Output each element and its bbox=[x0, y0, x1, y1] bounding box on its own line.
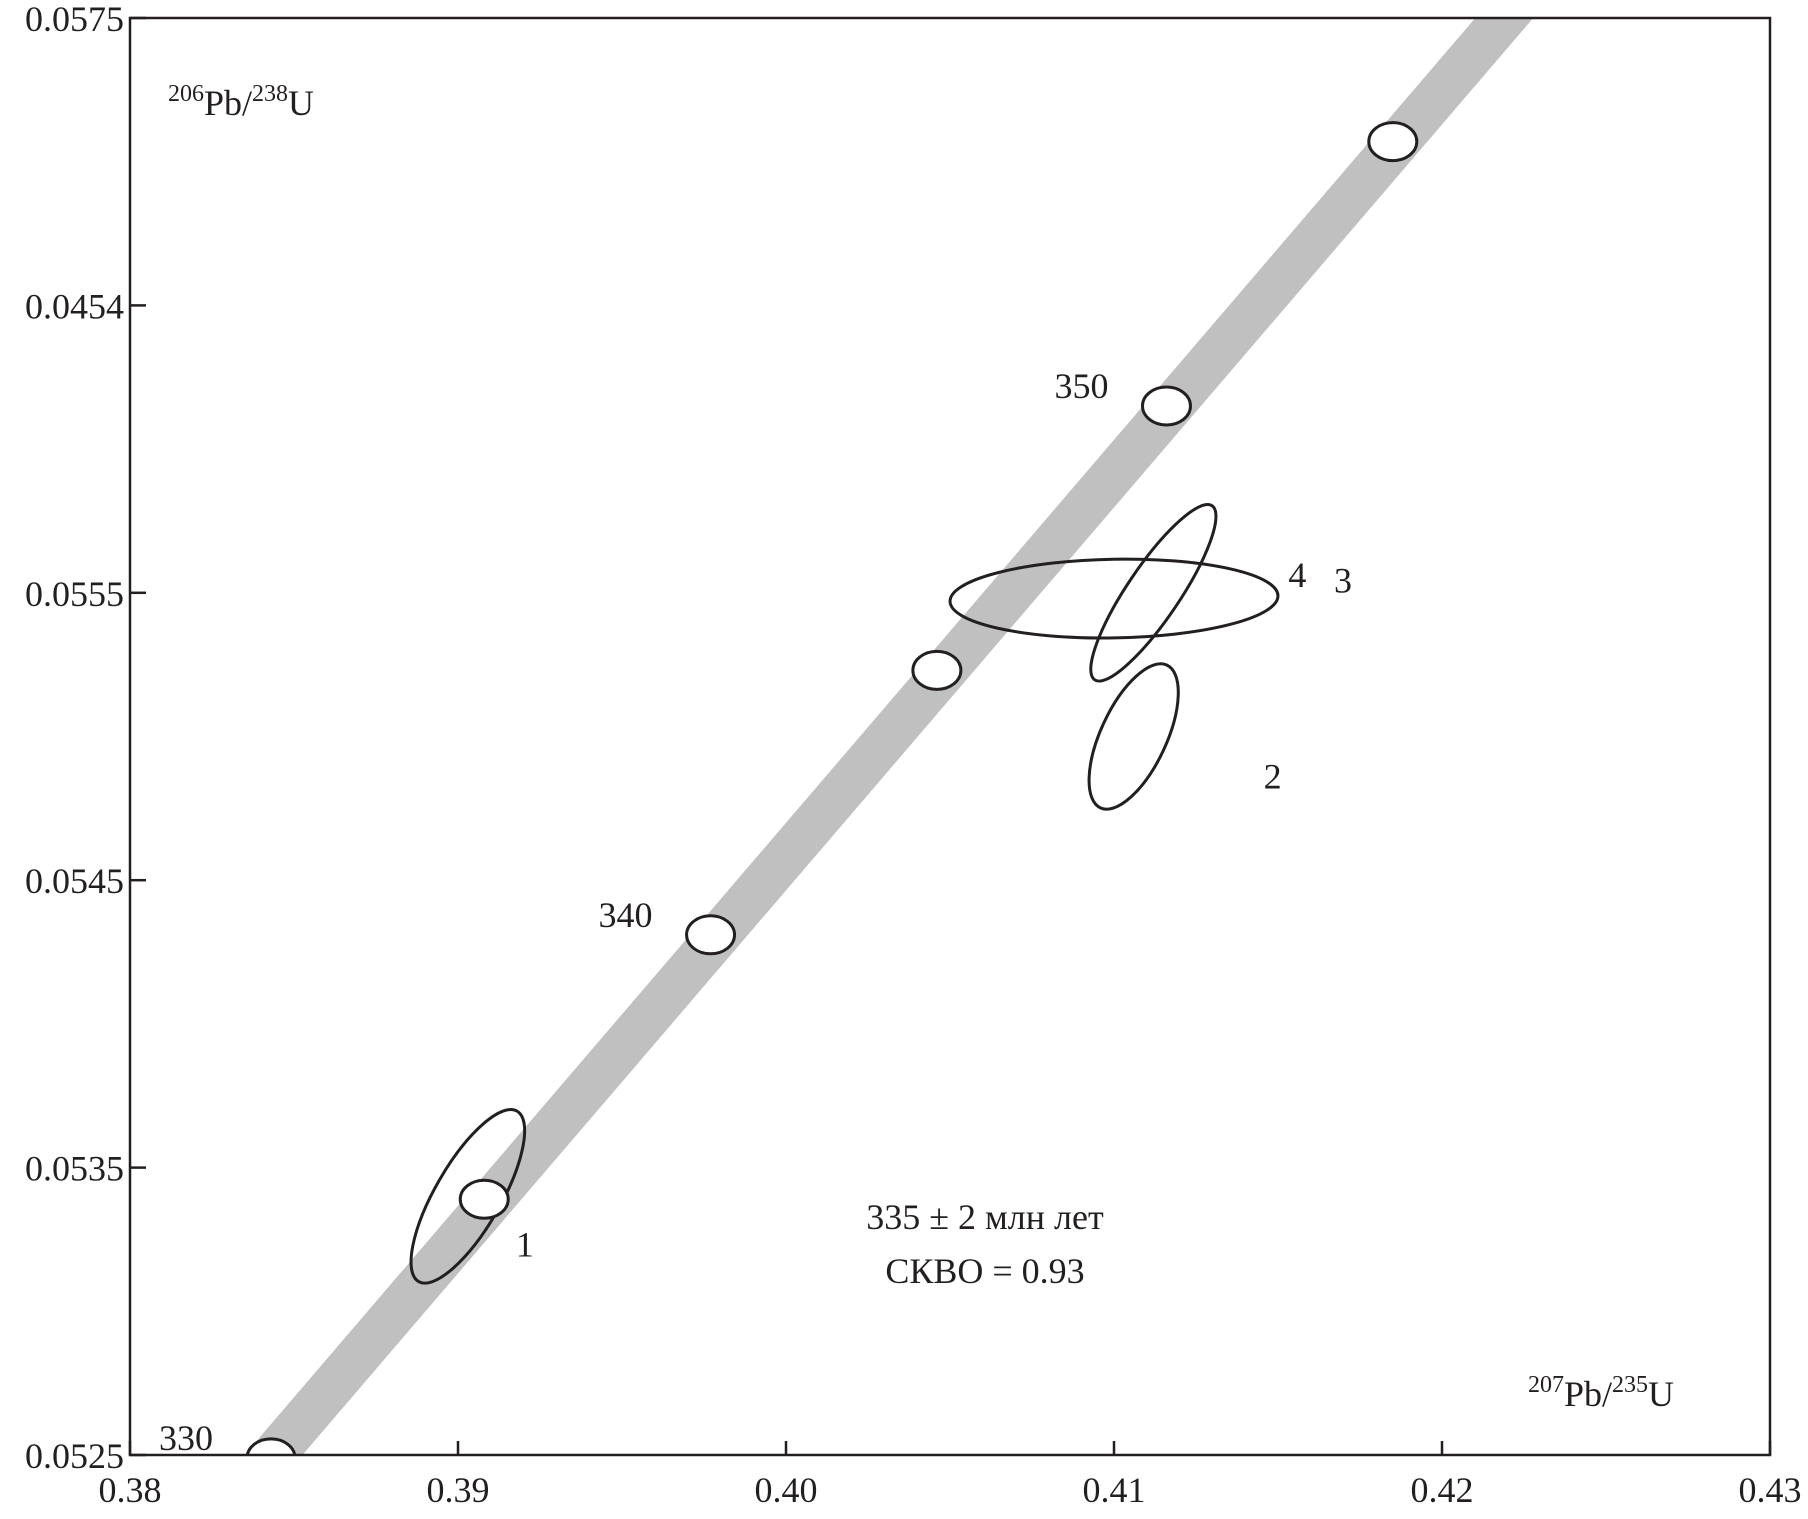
plot-area bbox=[244, 18, 1534, 1455]
x-axis-title: 207Pb/235U bbox=[1528, 1372, 1674, 1414]
y-axis-ticks: 0.0525 0.0535 0.0545 0.0555 0.0454 0.0575 bbox=[25, 0, 146, 1476]
age-label-330: 330 bbox=[159, 1418, 213, 1458]
age-label-350: 350 bbox=[1054, 366, 1108, 406]
x-tick-label: 0.39 bbox=[427, 1470, 490, 1510]
mswd-annotation: СКВО = 0.93 bbox=[885, 1251, 1084, 1291]
error-ellipse-4 bbox=[1089, 503, 1218, 683]
age-marker bbox=[685, 914, 737, 956]
plot-frame bbox=[128, 16, 1772, 1457]
concordia-band bbox=[244, 18, 1534, 1455]
age-marker bbox=[245, 1437, 297, 1455]
error-ellipse-3 bbox=[948, 557, 1280, 640]
age-annotation: 335 ± 2 млн лет bbox=[866, 1197, 1104, 1237]
age-label-340: 340 bbox=[599, 895, 653, 935]
age-marker bbox=[911, 649, 963, 691]
ellipse-label-1: 1 bbox=[516, 1224, 534, 1264]
y-tick-label: 0.0454 bbox=[25, 286, 124, 326]
y-tick-label: 0.0575 bbox=[25, 0, 124, 39]
age-labels: 330340350360 bbox=[159, 366, 1108, 1458]
ellipse-label-3: 3 bbox=[1334, 561, 1352, 601]
x-tick-label: 0.41 bbox=[1083, 1470, 1146, 1510]
ellipse-label-2: 2 bbox=[1264, 757, 1282, 797]
x-tick-label: 0.40 bbox=[755, 1470, 818, 1510]
y-tick-label: 0.0545 bbox=[25, 861, 124, 901]
x-axis-ticks: 0.38 0.39 0.40 0.41 0.42 0.43 bbox=[99, 1441, 1802, 1510]
age-marker bbox=[1367, 121, 1419, 163]
y-tick-label: 0.0525 bbox=[25, 1436, 124, 1476]
age-marker bbox=[1140, 385, 1192, 427]
ellipse-labels: 1 2 34 bbox=[516, 555, 1352, 1265]
error-ellipse-2 bbox=[1087, 662, 1180, 811]
ellipse-label-4: 4 bbox=[1288, 555, 1306, 595]
y-tick-label: 0.0535 bbox=[25, 1149, 124, 1189]
y-axis-title: 206Pb/238U bbox=[168, 81, 314, 123]
x-tick-label: 0.42 bbox=[1411, 1470, 1474, 1510]
age-marker bbox=[458, 1178, 510, 1220]
x-tick-label: 0.38 bbox=[99, 1470, 162, 1510]
concordia-age-markers bbox=[245, 121, 1419, 1455]
x-tick-label: 0.43 bbox=[1739, 1470, 1802, 1510]
y-tick-label: 0.0555 bbox=[25, 574, 124, 614]
